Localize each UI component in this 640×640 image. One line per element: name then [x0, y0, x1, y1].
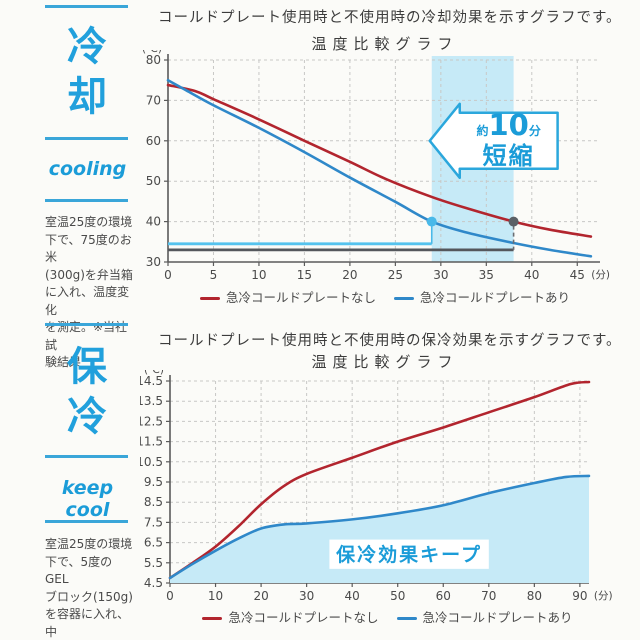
divider	[45, 455, 128, 458]
x-tick-label: 10	[251, 268, 266, 282]
x-tick-label: 70	[481, 589, 496, 603]
legend-swatch-0	[199, 297, 220, 300]
section-heading-cooling: 冷 却	[67, 24, 108, 120]
cooling-chart-title: 温度比較グラフ	[311, 35, 459, 53]
y-tick-label: 14.5	[140, 374, 163, 388]
x-tick-label: 0	[166, 589, 174, 603]
legend-label-1: 急冷コールドプレートあり	[422, 610, 573, 625]
y-axis-unit: (℃)	[144, 370, 164, 376]
x-tick-label: 45	[570, 268, 585, 282]
label-amount: 10	[488, 108, 528, 142]
cooling-chart: 051015202530354045304050607080(℃)(分)約10分…	[140, 43, 630, 294]
y-tick-label: 4.5	[144, 576, 163, 590]
y-tick-label: 8.5	[144, 495, 163, 509]
chart-canvas-0: 051015202530354045304050607080(℃)(分)約10分…	[142, 43, 610, 282]
keep-effect-box	[329, 539, 489, 569]
series-line-1	[168, 474, 591, 580]
keepcool-chart-title: 温度比較グラフ	[311, 353, 459, 371]
x-tick-label: 0	[164, 268, 172, 282]
x-tick-label: 40	[524, 268, 539, 282]
keepcool-chart: 0 10 20 30 40 50 60 70 80 90 4.5 5.5 6.5 7.5 8.5 9.5 10.…	[136, 364, 635, 614]
y-tick-label: 30	[146, 255, 161, 269]
y-tick-label: 5.5	[144, 556, 163, 570]
x-tick-label: 5	[210, 268, 218, 282]
with-plate-reaches-40	[426, 216, 437, 227]
x-tick-label: 60	[436, 589, 451, 603]
series-line-0	[168, 380, 591, 580]
divider	[45, 323, 128, 326]
legend-item-1: 急冷コールドプレートあり	[396, 607, 573, 626]
y-tick-label: 9.5	[144, 475, 163, 489]
x-tick-label: 30	[433, 268, 448, 282]
y-tick-label: 7.5	[144, 515, 163, 529]
x-tick-label: 25	[388, 268, 403, 282]
divider	[45, 5, 128, 8]
legend-swatch-1	[396, 617, 417, 620]
label-prefix: 約	[476, 123, 488, 138]
x-tick-label: 20	[342, 268, 357, 282]
legend-label-1: 急冷コールドプレートあり	[420, 290, 571, 305]
y-tick-label: 11.5	[140, 435, 163, 449]
x-tick-label: 35	[479, 268, 494, 282]
x-tick-label: 80	[527, 589, 542, 603]
y-tick-label: 6.5	[144, 536, 163, 550]
x-tick-label: 40	[345, 589, 360, 603]
x-tick-label: 15	[297, 268, 312, 282]
y-tick-label: 80	[146, 53, 161, 67]
y-axis-unit: (℃)	[142, 50, 162, 55]
y-tick-label: 70	[146, 93, 161, 107]
x-axis-unit: (分)	[591, 269, 610, 281]
keepcool-test-note: 室温25度の環境 下で、5度のGEL ブロック(150g) を容器に入れ、中 心…	[45, 537, 133, 639]
section-heading-keepcool: 保 冷	[67, 344, 108, 440]
cooling-test-note: 室温25度の環境 下で、75度のお米 (300g)を弁当箱 に入れ、温度変化 を…	[45, 215, 133, 369]
time-saved-label: 約10分	[476, 108, 540, 142]
cooling-chart-legend: 急冷コールドプレートなし 急冷コールドプレートあり	[140, 287, 630, 306]
series-line-1	[166, 78, 593, 258]
divider	[45, 199, 128, 202]
divider	[45, 137, 128, 140]
chart-canvas-1: 0 10 20 30 40 50 60 70 80 90 4.5 5.5 6.5 7.5 8.5 9.5 10.…	[136, 364, 613, 603]
divider	[45, 520, 128, 523]
legend-item-0: 急冷コールドプレートなし	[202, 607, 379, 626]
section-subheading-keepcool: keep cool	[61, 477, 114, 521]
keep-effect-label: 保冷効果キープ	[335, 543, 482, 566]
without-plate-reaches-40	[508, 216, 519, 227]
legend-item-0: 急冷コールドプレートなし	[199, 287, 376, 306]
x-axis-unit: (分)	[594, 590, 613, 602]
y-tick-label: 10.5	[140, 455, 163, 469]
x-tick-label: 50	[390, 589, 405, 603]
label-suffix: 分	[529, 123, 541, 138]
x-tick-label: 90	[572, 589, 587, 603]
section-subheading-cooling: cooling	[48, 158, 127, 180]
legend-item-1: 急冷コールドプレートあり	[394, 287, 570, 306]
keepcool-chart-legend: 急冷コールドプレートなし 急冷コールドプレートあり	[140, 607, 635, 626]
keepcool-chart-header: コールドプレート使用時と不使用時の保冷効果を示すグラフです。	[158, 333, 622, 349]
x-tick-label: 10	[208, 589, 223, 603]
y-tick-label: 50	[146, 174, 161, 188]
legend-label-0: 急冷コールドプレートなし	[225, 290, 376, 305]
y-tick-label: 60	[146, 134, 161, 148]
legend-label-0: 急冷コールドプレートなし	[228, 610, 379, 625]
y-tick-label: 13.5	[140, 394, 163, 408]
time-saved-arrow	[428, 102, 559, 180]
legend-swatch-1	[394, 297, 414, 300]
legend-swatch-0	[202, 617, 223, 620]
x-tick-label: 20	[253, 589, 268, 603]
y-tick-label: 12.5	[140, 414, 163, 428]
cooling-chart-header: コールドプレート使用時と不使用時の冷却効果を示すグラフです。	[158, 10, 622, 26]
time-saved-label2: 短縮	[483, 142, 535, 170]
x-tick-label: 30	[299, 589, 314, 603]
y-tick-label: 40	[146, 215, 161, 229]
